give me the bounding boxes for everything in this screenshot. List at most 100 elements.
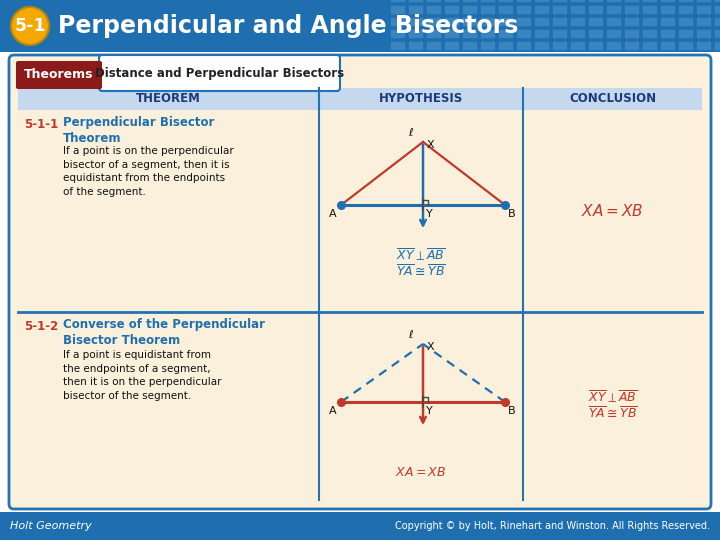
Text: THEOREM: THEOREM xyxy=(136,92,201,105)
FancyBboxPatch shape xyxy=(99,55,340,91)
Bar xyxy=(462,17,477,26)
Text: Theorems: Theorems xyxy=(24,69,94,82)
Bar xyxy=(498,29,513,38)
Bar xyxy=(516,0,531,2)
Text: Y: Y xyxy=(426,209,433,219)
Text: Copyright © by Holt, Rinehart and Winston. All Rights Reserved.: Copyright © by Holt, Rinehart and Winsto… xyxy=(395,521,710,531)
Bar xyxy=(678,0,693,2)
Bar xyxy=(678,29,693,38)
Bar xyxy=(408,0,423,2)
FancyBboxPatch shape xyxy=(16,61,102,89)
Text: A: A xyxy=(329,406,337,416)
Bar xyxy=(534,5,549,14)
Bar xyxy=(444,0,459,2)
Bar xyxy=(444,41,459,50)
Bar xyxy=(678,41,693,50)
Bar xyxy=(408,17,423,26)
Bar xyxy=(588,17,603,26)
Text: ℓ: ℓ xyxy=(408,128,413,138)
Bar xyxy=(534,29,549,38)
Bar xyxy=(606,17,621,26)
Bar xyxy=(624,29,639,38)
Bar xyxy=(426,5,441,14)
Text: HYPOTHESIS: HYPOTHESIS xyxy=(379,92,463,105)
Bar xyxy=(642,5,657,14)
Bar xyxy=(678,17,693,26)
Bar xyxy=(390,41,405,50)
Bar xyxy=(516,17,531,26)
Bar xyxy=(426,0,441,2)
Bar xyxy=(624,0,639,2)
Bar xyxy=(516,41,531,50)
Bar xyxy=(552,5,567,14)
Bar xyxy=(606,0,621,2)
Bar xyxy=(498,5,513,14)
Bar xyxy=(570,17,585,26)
Text: Converse of the Perpendicular
Bisector Theorem: Converse of the Perpendicular Bisector T… xyxy=(63,318,265,347)
Bar xyxy=(714,17,720,26)
Bar xyxy=(642,41,657,50)
Bar xyxy=(408,5,423,14)
Bar xyxy=(660,29,675,38)
Text: Holt Geometry: Holt Geometry xyxy=(10,521,91,531)
Text: $\overline{YA} \cong \overline{YB}$: $\overline{YA} \cong \overline{YB}$ xyxy=(588,406,637,422)
Text: $\overline{XY} \perp \overline{AB}$: $\overline{XY} \perp \overline{AB}$ xyxy=(588,390,637,406)
Bar xyxy=(696,41,711,50)
Bar xyxy=(714,41,720,50)
Bar xyxy=(714,5,720,14)
Bar xyxy=(624,41,639,50)
Circle shape xyxy=(11,7,49,45)
Bar xyxy=(0,512,720,540)
Bar xyxy=(0,0,720,52)
Bar xyxy=(534,17,549,26)
Text: 5-1-2: 5-1-2 xyxy=(24,320,58,333)
Bar xyxy=(552,0,567,2)
Bar xyxy=(624,17,639,26)
Bar xyxy=(462,5,477,14)
Bar xyxy=(552,17,567,26)
Bar xyxy=(480,17,495,26)
Text: A: A xyxy=(329,209,337,219)
Bar xyxy=(498,41,513,50)
Bar xyxy=(570,0,585,2)
Bar xyxy=(18,88,702,110)
Bar xyxy=(588,29,603,38)
Bar xyxy=(588,0,603,2)
Text: $XA = XB$: $XA = XB$ xyxy=(395,465,446,478)
Text: 5-1-1: 5-1-1 xyxy=(24,118,58,131)
Bar xyxy=(714,29,720,38)
Bar xyxy=(660,5,675,14)
Text: Perpendicular and Angle Bisectors: Perpendicular and Angle Bisectors xyxy=(58,14,518,38)
Bar xyxy=(642,17,657,26)
Bar xyxy=(498,17,513,26)
Text: X: X xyxy=(427,342,435,352)
Bar xyxy=(444,17,459,26)
Text: B: B xyxy=(508,406,516,416)
Bar xyxy=(606,41,621,50)
Bar xyxy=(642,29,657,38)
Bar xyxy=(570,41,585,50)
Bar xyxy=(444,5,459,14)
Bar xyxy=(660,41,675,50)
Text: Perpendicular Bisector
Theorem: Perpendicular Bisector Theorem xyxy=(63,116,215,145)
Text: If a point is equidistant from
the endpoints of a segment,
then it is on the per: If a point is equidistant from the endpo… xyxy=(63,350,222,401)
Bar xyxy=(480,41,495,50)
Text: 5-1: 5-1 xyxy=(14,17,46,35)
Text: $\overline{YA} \cong \overline{YB}$: $\overline{YA} \cong \overline{YB}$ xyxy=(396,264,446,280)
Bar xyxy=(516,5,531,14)
Bar xyxy=(390,29,405,38)
Bar xyxy=(534,41,549,50)
Bar xyxy=(516,29,531,38)
Bar xyxy=(462,41,477,50)
Text: $\overline{XY} \perp \overline{AB}$: $\overline{XY} \perp \overline{AB}$ xyxy=(396,248,446,264)
Text: B: B xyxy=(508,209,516,219)
Bar xyxy=(390,17,405,26)
Bar xyxy=(390,0,405,2)
Bar xyxy=(390,5,405,14)
Bar xyxy=(408,41,423,50)
Bar xyxy=(570,29,585,38)
Text: If a point is on the perpendicular
bisector of a segment, then it is
equidistant: If a point is on the perpendicular bisec… xyxy=(63,146,234,197)
Bar xyxy=(696,5,711,14)
Bar xyxy=(606,29,621,38)
Bar xyxy=(480,5,495,14)
